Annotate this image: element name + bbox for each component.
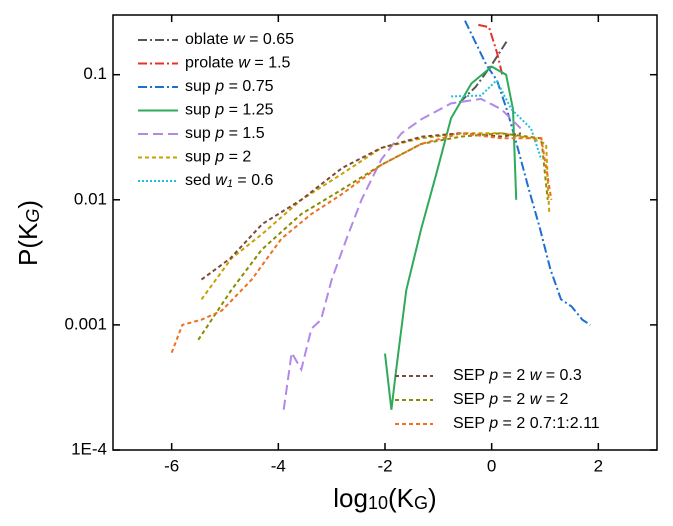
label-part: log xyxy=(333,483,368,513)
series-line xyxy=(464,20,591,326)
series-line xyxy=(200,132,522,281)
legend-label: sed w1 = 0.6 xyxy=(185,172,274,189)
series-line xyxy=(459,39,509,104)
legend-label: sup p = 0.75 xyxy=(185,78,274,95)
label-subscript: G xyxy=(23,209,43,223)
series-line xyxy=(282,97,522,410)
label-part: (K xyxy=(388,483,415,513)
y-tick-label: 0.1 xyxy=(83,64,107,83)
legend-label: sup p = 1.5 xyxy=(185,125,265,142)
series-line xyxy=(451,78,543,160)
series-line xyxy=(200,132,551,300)
series-line xyxy=(478,23,504,75)
series-line xyxy=(384,65,518,410)
y-tick-label: 0.01 xyxy=(74,189,107,208)
label-part: ) xyxy=(13,200,43,209)
legend-label: SEP p = 2 w = 2 xyxy=(453,391,569,408)
x-tick-label: 2 xyxy=(594,456,603,475)
legend-label: sup p = 1.25 xyxy=(185,102,274,119)
legend-label: oblate w = 0.65 xyxy=(185,31,294,48)
x-tick-label: 0 xyxy=(487,456,496,475)
label-part: P(K xyxy=(13,222,43,266)
legend-label: prolate w = 1.5 xyxy=(185,55,291,72)
y-axis-label: P(KG) xyxy=(13,200,43,266)
label-subscript: 10 xyxy=(368,493,388,513)
x-axis-label: log10(KG) xyxy=(333,483,436,513)
y-tick-label: 1E-4 xyxy=(71,439,107,458)
y-tick-label: 0.001 xyxy=(64,314,107,333)
series-line xyxy=(170,132,553,354)
x-tick-label: -2 xyxy=(377,456,392,475)
label-subscript: G xyxy=(414,493,428,513)
legend-label: SEP p = 2 0.7:1:2.11 xyxy=(453,415,600,432)
legend-label: sup p = 2 xyxy=(185,149,251,166)
label-part: ) xyxy=(428,483,437,513)
series-line xyxy=(197,132,549,341)
legend-label: SEP p = 2 w = 0.3 xyxy=(453,367,582,384)
x-tick-label: -4 xyxy=(271,456,286,475)
x-tick-label: -6 xyxy=(164,456,179,475)
